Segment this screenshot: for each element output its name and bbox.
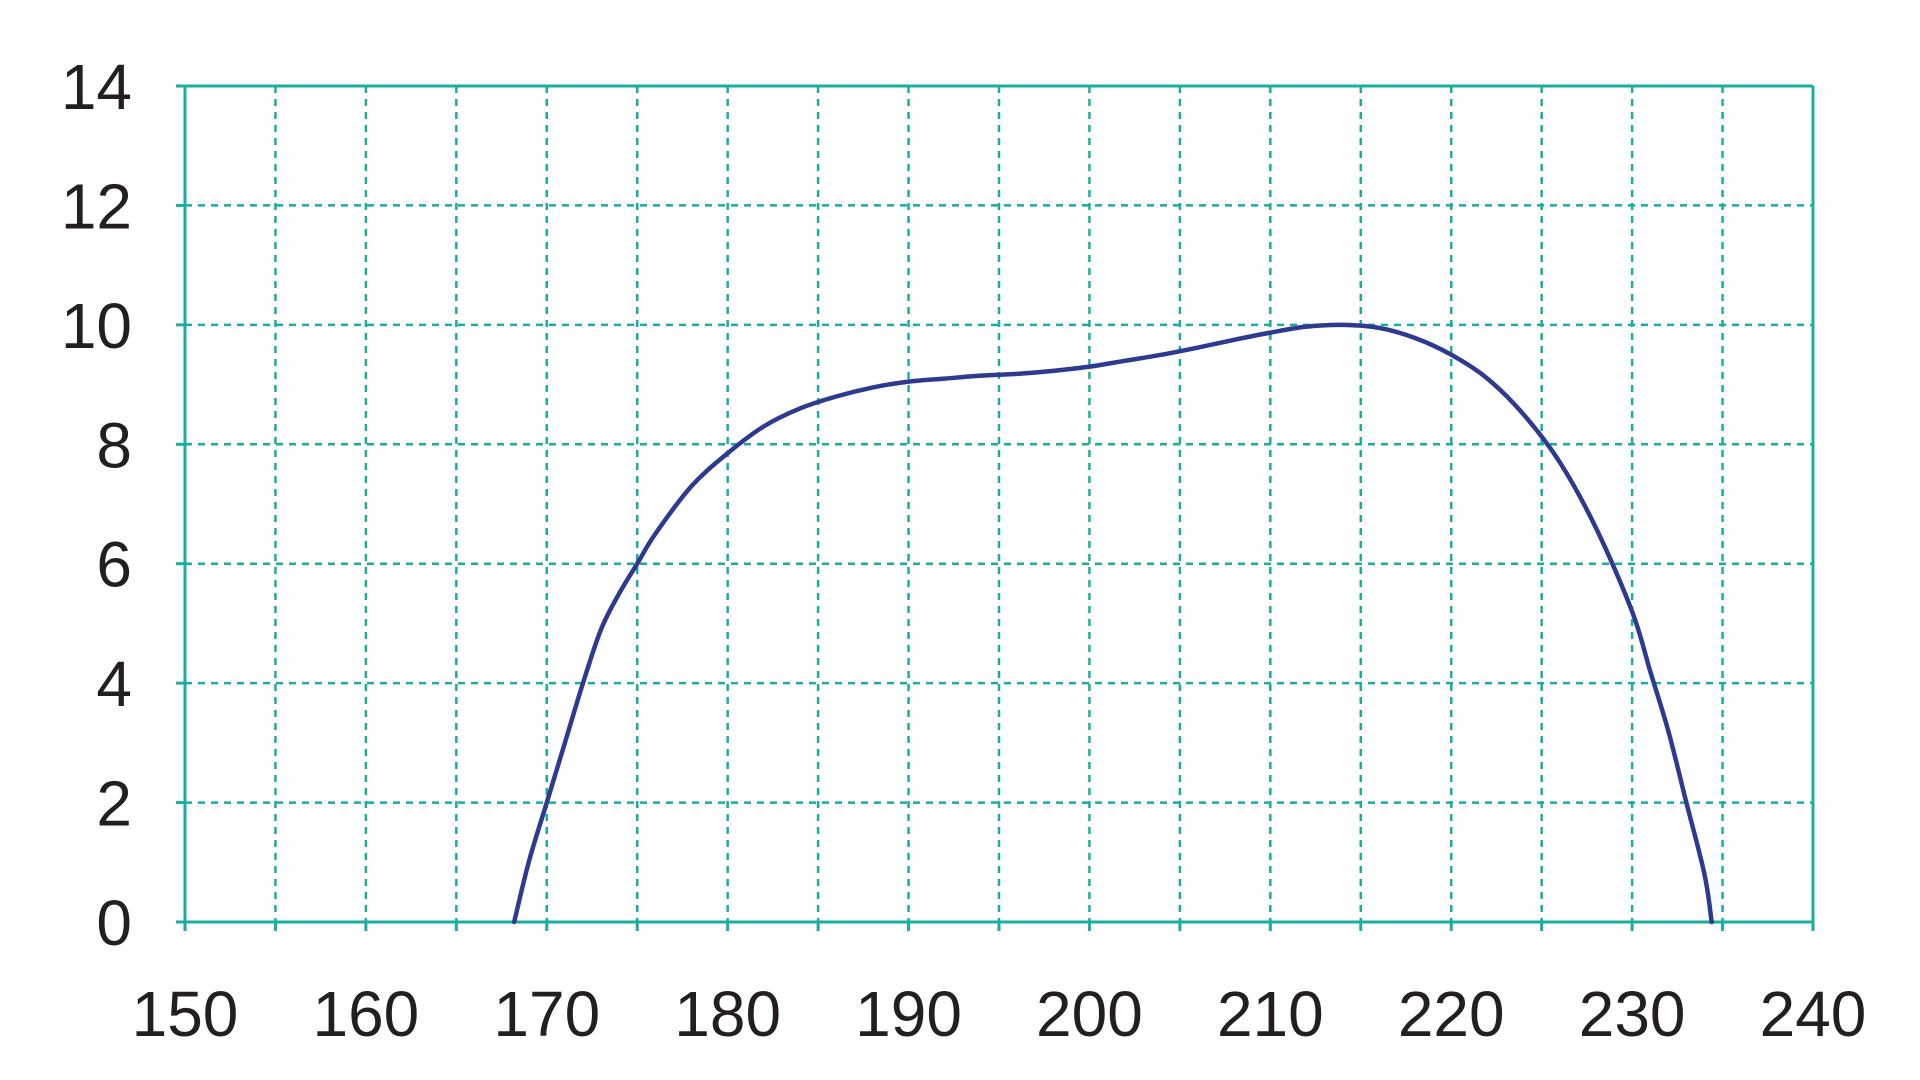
y-tick-label: 10 xyxy=(61,290,132,362)
x-tick-label: 210 xyxy=(1217,978,1324,1050)
y-tick-label: 2 xyxy=(96,768,132,840)
grid xyxy=(185,84,1813,922)
y-tick-label: 0 xyxy=(96,887,132,959)
y-tick-label: 12 xyxy=(61,170,132,242)
x-tick-labels: 150 160 170 180 190 200 210 220 230 240 xyxy=(132,978,1867,1050)
series-line xyxy=(511,322,1714,925)
y-tick-label: 8 xyxy=(96,409,132,481)
series-layer xyxy=(511,322,1714,925)
y-tick-label: 4 xyxy=(96,648,132,720)
x-tick-label: 240 xyxy=(1760,978,1867,1050)
x-tick-label: 170 xyxy=(493,978,600,1050)
x-tick-label: 200 xyxy=(1036,978,1143,1050)
x-tick-label: 150 xyxy=(132,978,239,1050)
x-tick-label: 190 xyxy=(855,978,962,1050)
y-tick-label: 14 xyxy=(61,51,132,123)
y-tick-labels: 0 2 4 6 8 10 12 14 xyxy=(61,51,132,959)
axes xyxy=(176,84,1815,931)
x-tick-label: 220 xyxy=(1398,978,1505,1050)
y-tick-label: 6 xyxy=(96,529,132,601)
x-tick-label: 160 xyxy=(312,978,419,1050)
x-tick-label: 230 xyxy=(1579,978,1686,1050)
x-tick-label: 180 xyxy=(674,978,781,1050)
